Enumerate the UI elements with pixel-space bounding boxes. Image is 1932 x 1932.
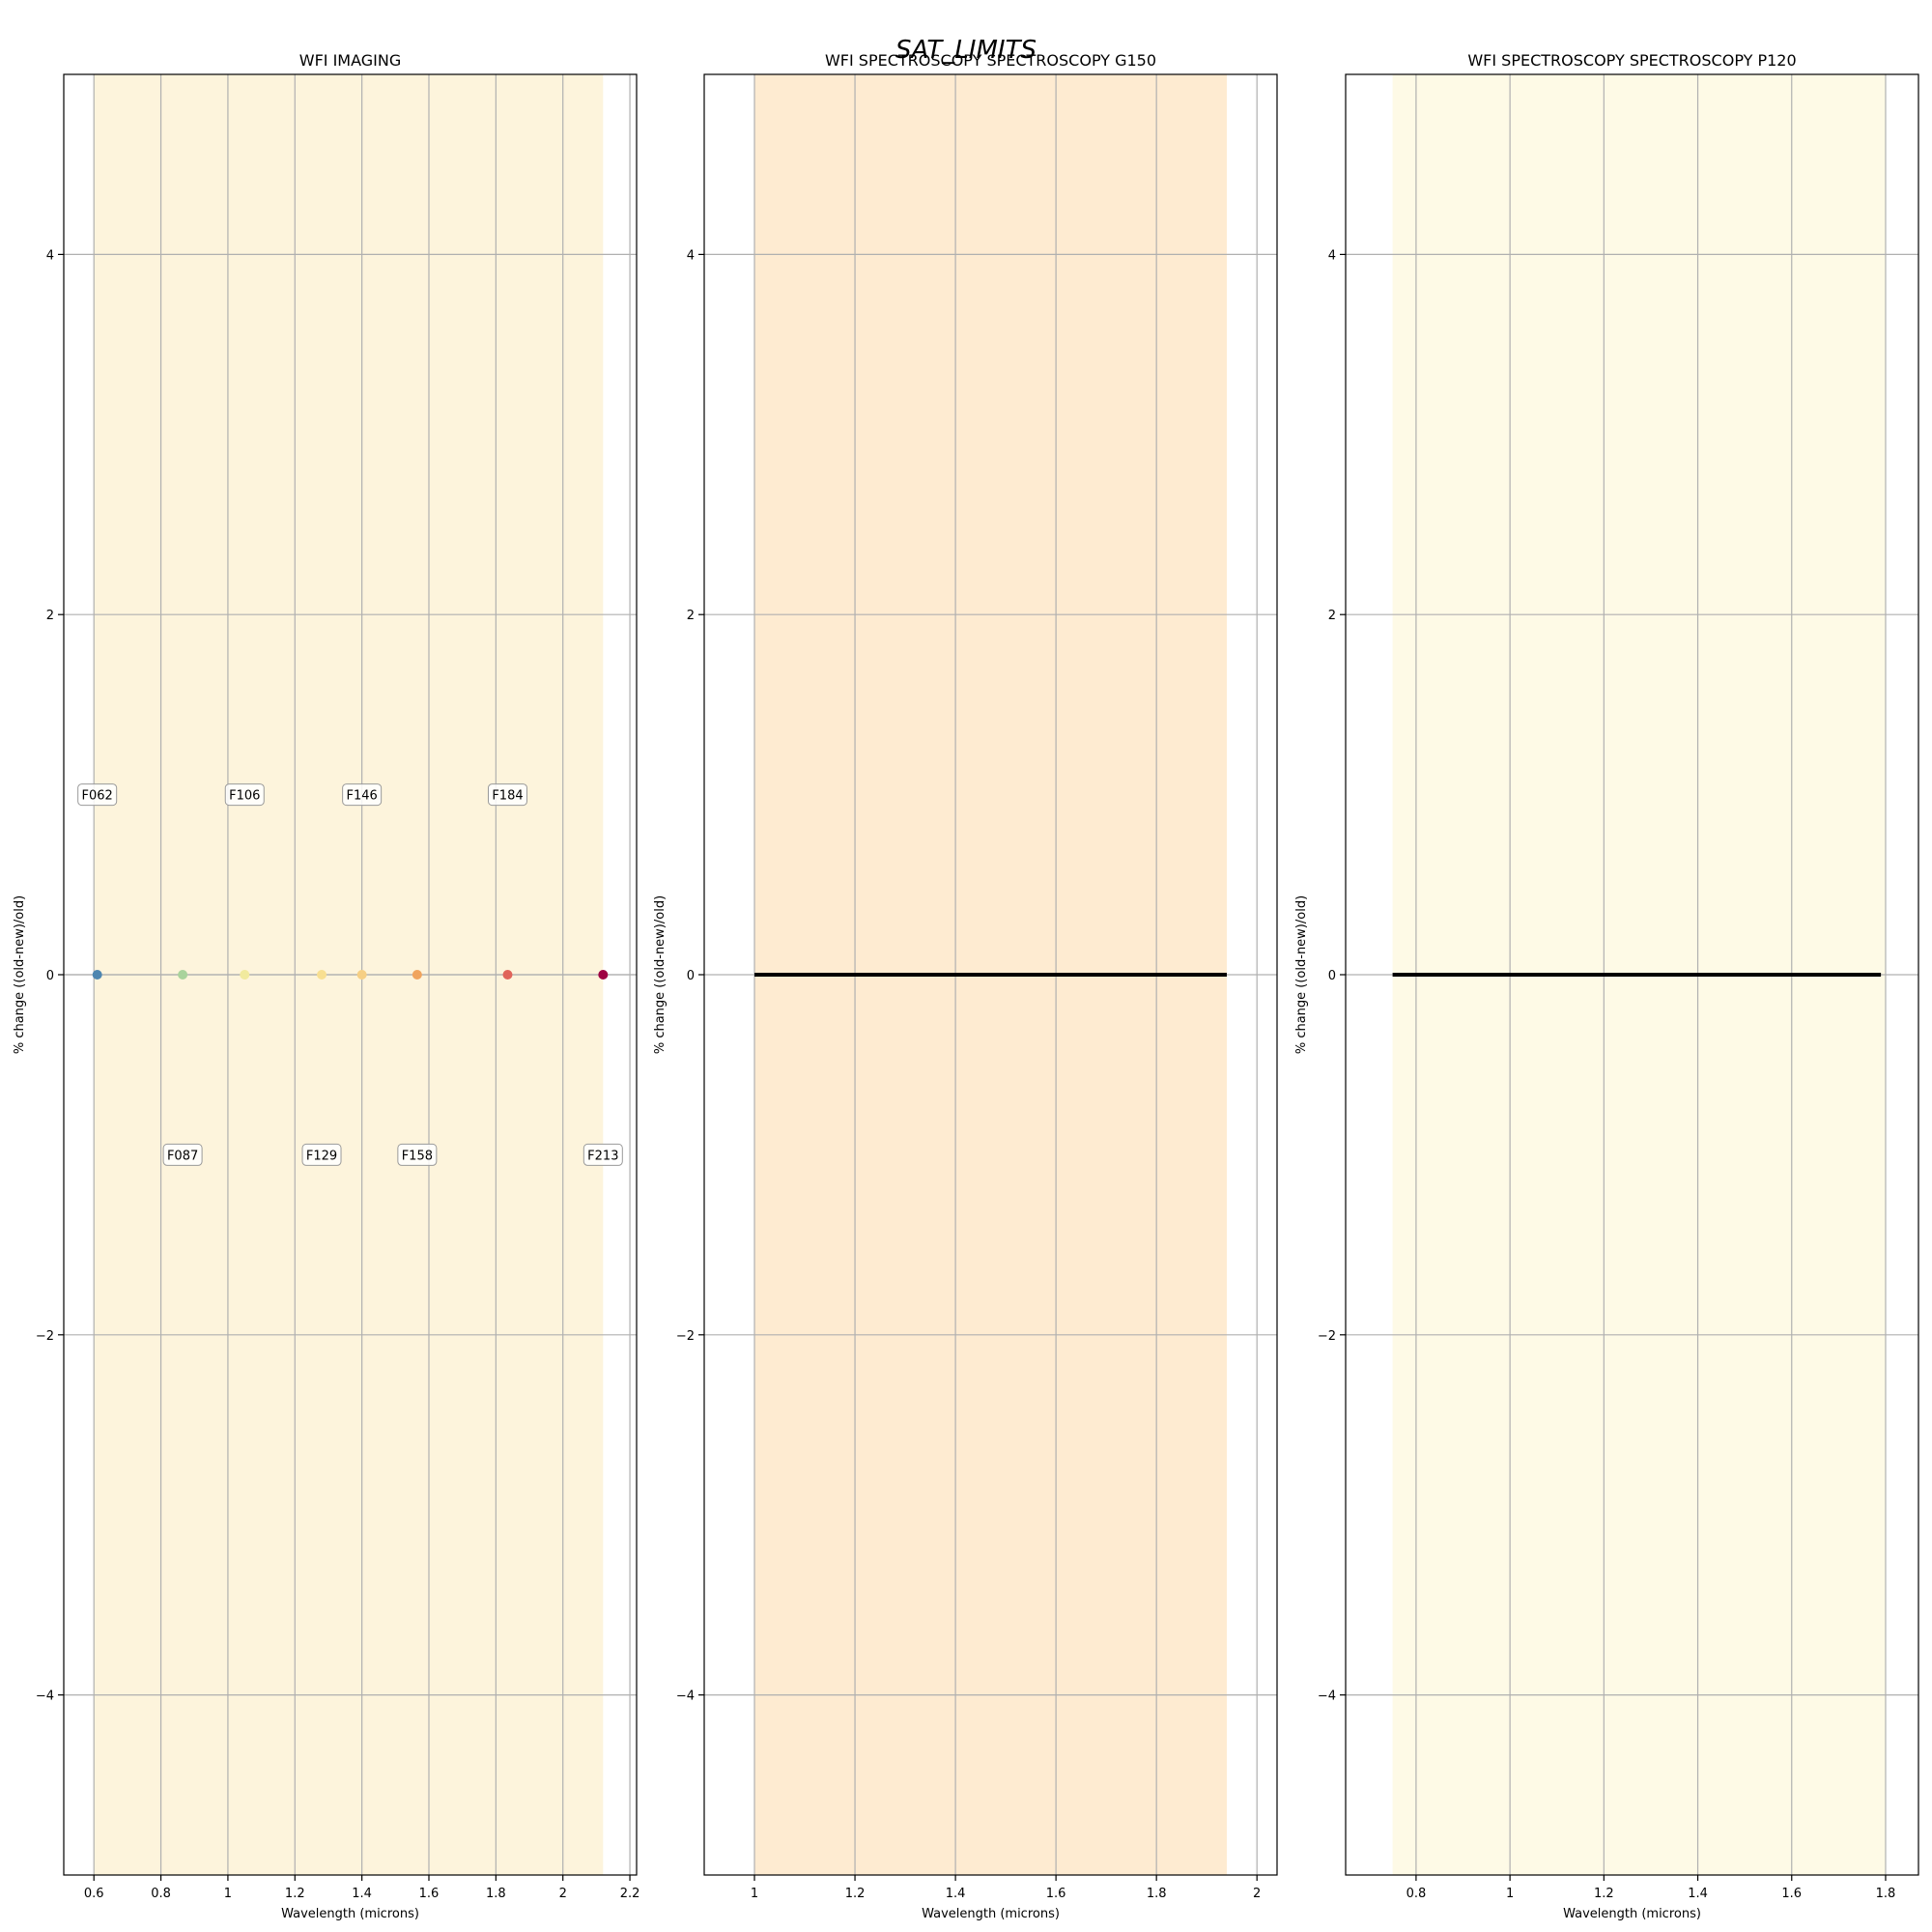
x-tick-label: 1.8 [1147, 1887, 1167, 1901]
y-tick-label: 2 [687, 609, 695, 623]
panel-1: F062 F087 F106 F129 F146 F158 F184 F213 0.6 0.8 1 1… [13, 51, 639, 1921]
y-tick-label: 0 [1328, 969, 1336, 983]
panel-title: WFI SPECTROSCOPY SPECTROSCOPY G150 [825, 51, 1156, 70]
y-axis-label: % change ((old-new)/old) [1294, 895, 1309, 1054]
x-tick-label: 1.6 [1046, 1887, 1066, 1901]
point-label-box [162, 1143, 203, 1166]
y-tick-label: 4 [1328, 248, 1336, 263]
y-tick-label: −2 [36, 1329, 54, 1344]
point-f062 [92, 970, 102, 980]
x-tick-label: 1.4 [1688, 1887, 1708, 1901]
y-tick-label: 0 [46, 969, 54, 983]
x-tick-label: 2 [1253, 1887, 1261, 1901]
x-tick-label: 1 [224, 1887, 232, 1901]
point-label-box [342, 783, 383, 807]
point-label-box [582, 1143, 623, 1166]
point-f213 [598, 970, 609, 980]
y-tick-label: −2 [1318, 1329, 1336, 1344]
point-label: F184 [492, 789, 523, 804]
x-tick-label: 1 [1506, 1887, 1514, 1901]
point-label: F129 [306, 1149, 337, 1163]
y-tick-label: −4 [676, 1690, 695, 1704]
panel-title: WFI IMAGING [299, 51, 402, 70]
x-tick-label: 1.4 [352, 1887, 372, 1901]
x-tick-label: 1.6 [1781, 1887, 1802, 1901]
point-f106 [240, 970, 250, 980]
panel-2: 1 1.2 1.4 1.6 1.8 2 −4 −2 0 2 4 WFI SPECTROSCOPY SP… [653, 51, 1278, 1921]
y-tick-label: −2 [676, 1329, 695, 1344]
x-axis-label: Wavelength (microns) [281, 1907, 419, 1921]
y-tick-label: 0 [687, 969, 695, 983]
point-f129 [317, 970, 327, 980]
y-tick-label: 4 [46, 248, 54, 263]
x-tick-label: 1.4 [946, 1887, 966, 1901]
y-tick-label: −4 [36, 1690, 54, 1704]
y-axis-label: % change ((old-new)/old) [653, 895, 668, 1054]
x-tick-label: 2.2 [620, 1887, 640, 1901]
panel-title: WFI SPECTROSCOPY SPECTROSCOPY P120 [1467, 51, 1796, 70]
point-f087 [178, 970, 188, 980]
x-tick-label: 1.6 [419, 1887, 440, 1901]
x-tick-label: 1.8 [1876, 1887, 1896, 1901]
y-tick-label: 2 [46, 609, 54, 623]
point-label-box [487, 783, 527, 807]
y-tick-label: 4 [687, 248, 695, 263]
x-tick-label: 1.2 [285, 1887, 305, 1901]
x-tick-label: 1.2 [845, 1887, 866, 1901]
x-axis-label: Wavelength (microns) [922, 1907, 1060, 1921]
panel-3: 0.8 1 1.2 1.4 1.6 1.8 −4 −2 0 2 4 WFI SPECTROSCOPY … [1294, 51, 1919, 1921]
point-f158 [412, 970, 422, 980]
figure-suptitle: SAT_LIMITS [895, 36, 1037, 65]
x-tick-label: 1 [751, 1887, 758, 1901]
point-label-box [301, 1143, 342, 1166]
x-tick-label: 2 [559, 1887, 567, 1901]
x-tick-label: 0.8 [1406, 1887, 1427, 1901]
point-label: F158 [402, 1149, 433, 1163]
point-label-box [77, 783, 118, 807]
x-tick-label: 0.8 [151, 1887, 171, 1901]
point-label-box [224, 783, 265, 807]
point-label: F146 [346, 789, 377, 804]
y-axis-label: % change ((old-new)/old) [13, 895, 27, 1054]
y-tick-label: −4 [1318, 1690, 1336, 1704]
point-label: F213 [587, 1149, 618, 1163]
x-tick-label: 0.6 [84, 1887, 104, 1901]
x-axis-label: Wavelength (microns) [1563, 1907, 1701, 1921]
point-label-box [397, 1143, 438, 1166]
point-label: F087 [167, 1149, 198, 1163]
point-f146 [356, 970, 367, 980]
point-label: F062 [82, 789, 113, 804]
x-tick-label: 1.2 [1594, 1887, 1614, 1901]
x-tick-label: 1.8 [486, 1887, 506, 1901]
point-label: F106 [229, 789, 260, 804]
point-f184 [502, 970, 513, 980]
y-tick-label: 2 [1328, 609, 1336, 623]
